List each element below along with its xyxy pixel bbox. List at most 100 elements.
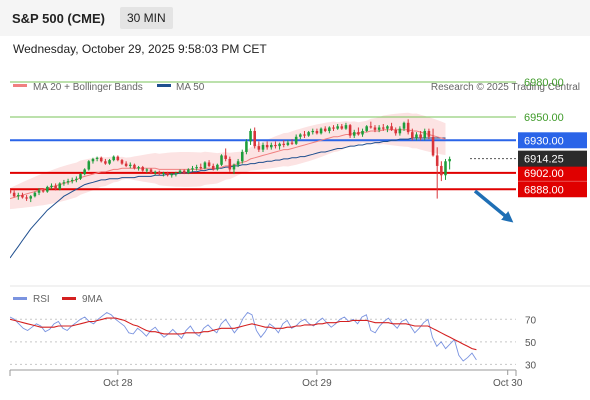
- candle: [290, 139, 294, 145]
- ma20-legend-swatch: [13, 84, 27, 87]
- x-tick-label-0: Oct 28: [103, 378, 133, 389]
- candle: [373, 125, 377, 133]
- candle: [377, 125, 381, 133]
- rsi-tick-0: 70: [525, 315, 537, 326]
- rsi-tick-2: 30: [525, 360, 537, 371]
- candle: [54, 183, 57, 191]
- candle: [435, 147, 439, 199]
- x-axis-labels: Oct 28 Oct 29 Oct 30: [103, 370, 523, 389]
- candle: [191, 165, 194, 172]
- candle: [195, 164, 198, 171]
- candle: [50, 183, 53, 190]
- date-line: Wednesday, October 29, 2025 9:58:03 PM C…: [13, 42, 267, 56]
- candle: [406, 119, 410, 135]
- candle: [170, 172, 174, 178]
- candle: [66, 178, 70, 185]
- ma50-line: [10, 137, 446, 259]
- level-tag-3: [518, 164, 587, 181]
- candle: [153, 170, 157, 176]
- candle: [87, 160, 91, 171]
- candle: [91, 157, 95, 164]
- candle: [261, 142, 265, 152]
- ma50-legend-swatch: [157, 84, 171, 87]
- level-tag-2: [518, 132, 587, 149]
- candle: [137, 165, 140, 171]
- candle: [307, 130, 310, 137]
- rsi-tick-1: 50: [525, 338, 537, 349]
- candle: [336, 123, 339, 130]
- candle: [174, 171, 178, 177]
- x-tick-label-2: Oct 30: [493, 378, 523, 389]
- candle: [199, 163, 203, 170]
- candle: [124, 161, 128, 168]
- candle: [211, 163, 215, 171]
- candle: [116, 155, 120, 162]
- candle: [265, 141, 269, 150]
- rsi-line: [10, 311, 477, 362]
- candle: [361, 128, 364, 137]
- candle: [323, 126, 327, 133]
- forecast-arrow: [473, 189, 514, 223]
- candle: [79, 172, 82, 180]
- candle: [286, 140, 290, 147]
- candle: [99, 156, 103, 163]
- candle: [369, 121, 373, 129]
- candle: [224, 148, 227, 162]
- candle: [41, 188, 45, 193]
- candle: [149, 168, 153, 175]
- level-tag-4: [518, 181, 587, 198]
- candle: [365, 125, 368, 133]
- candle: [120, 158, 124, 165]
- candle: [319, 127, 323, 135]
- last-price-tag: [518, 150, 587, 167]
- candle: [141, 165, 145, 172]
- candle: [328, 126, 331, 134]
- candle: [29, 195, 33, 203]
- candles: [10, 119, 451, 203]
- candle: [228, 156, 232, 172]
- candle: [203, 161, 207, 170]
- rsi-grid: 70 50 30: [10, 315, 537, 371]
- ma9-legend-swatch: [62, 297, 76, 300]
- candle: [46, 185, 49, 193]
- candle: [357, 127, 360, 136]
- rsi-legend-swatch: [13, 297, 27, 300]
- candle: [166, 171, 169, 177]
- candle: [419, 130, 422, 141]
- timeframe-button[interactable]: 30 MIN: [120, 7, 173, 29]
- candle: [299, 133, 302, 140]
- candle: [236, 158, 240, 168]
- candle: [25, 195, 28, 201]
- candle: [70, 177, 74, 184]
- candle: [108, 158, 111, 165]
- candle: [348, 123, 352, 138]
- candle: [270, 142, 273, 150]
- candle: [62, 179, 66, 186]
- candle: [274, 141, 277, 149]
- candle: [278, 142, 281, 150]
- candle: [162, 171, 165, 177]
- candle: [352, 129, 356, 138]
- header-bar: S&P 500 (CME) 30 MIN: [0, 0, 590, 36]
- moving-averages: [10, 129, 446, 259]
- level-label-3: 6902.00: [524, 168, 564, 180]
- bollinger-band: [10, 112, 446, 210]
- candle: [423, 128, 427, 141]
- level-lines: [10, 81, 516, 191]
- candle: [448, 156, 451, 170]
- price-labels: 6980.00 6950.00 6930.00 6902.00 6888.00 6914.…: [470, 77, 587, 198]
- candle: [303, 130, 306, 138]
- candle: [381, 123, 385, 131]
- candle: [17, 192, 20, 200]
- level-label-4: 6888.00: [524, 184, 564, 196]
- candle: [33, 191, 37, 198]
- candle: [158, 170, 161, 176]
- candle: [394, 127, 398, 136]
- candle: [311, 128, 315, 135]
- candle: [257, 141, 261, 152]
- candle: [37, 188, 41, 196]
- candle: [386, 125, 389, 133]
- x-tick-label-1: Oct 29: [302, 378, 332, 389]
- level-label-0: 6980.00: [524, 77, 564, 89]
